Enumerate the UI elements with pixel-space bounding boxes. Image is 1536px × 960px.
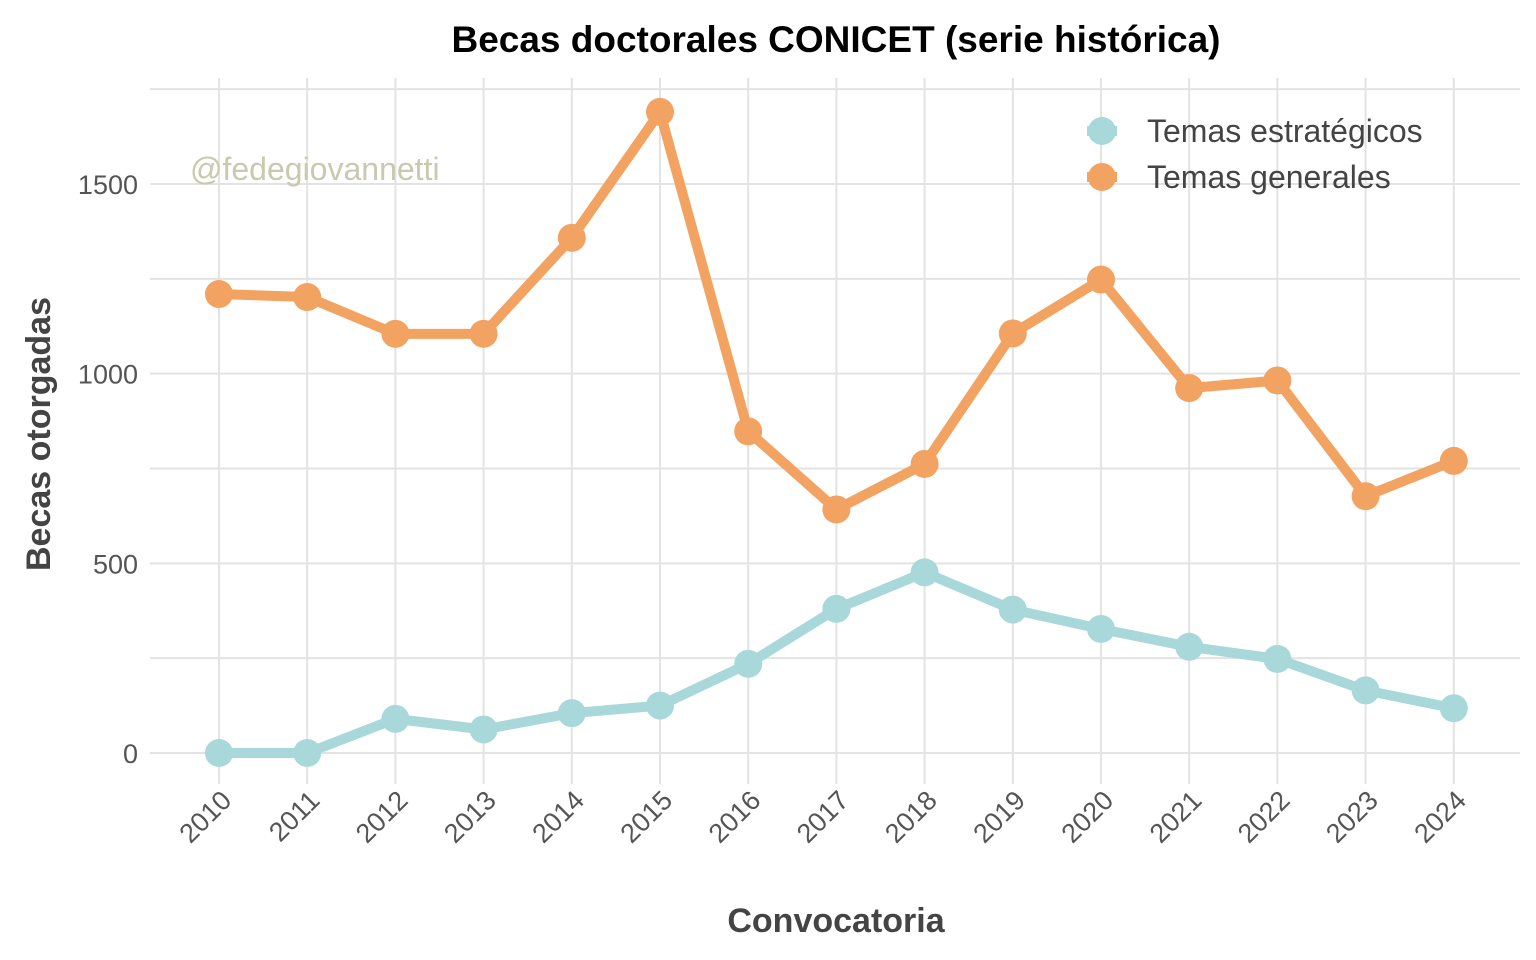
data-point xyxy=(1439,694,1468,723)
x-tick-label: 2011 xyxy=(263,785,325,847)
data-point xyxy=(734,649,763,678)
y-tick-label: 0 xyxy=(123,739,138,769)
y-axis-title: Becas otorgadas xyxy=(20,297,58,571)
chart-title: Becas doctorales CONICET (serie históric… xyxy=(451,19,1220,60)
data-point xyxy=(1263,366,1292,395)
x-tick-label: 2021 xyxy=(1144,785,1208,849)
legend-key-point xyxy=(1088,117,1116,145)
x-tick-label: 2023 xyxy=(1320,785,1384,849)
x-tick-label: 2016 xyxy=(703,785,767,849)
data-point xyxy=(910,449,939,478)
watermark: @fedegiovannetti xyxy=(190,151,440,187)
data-point xyxy=(1087,614,1115,643)
series-temas-generales xyxy=(205,97,1468,524)
x-tick-label: 2022 xyxy=(1232,785,1296,849)
grid-layer xyxy=(150,78,1520,784)
data-point xyxy=(557,699,586,728)
x-tick-label: 2020 xyxy=(1056,785,1120,849)
x-axis-title: Convocatoria xyxy=(727,902,945,940)
data-point xyxy=(822,495,851,524)
x-tick-label: 2012 xyxy=(350,785,414,849)
legend-item: Temas estratégicos xyxy=(1087,113,1423,149)
data-point xyxy=(381,319,410,348)
x-tick-label: 2013 xyxy=(438,785,502,849)
data-point xyxy=(293,739,322,767)
data-point xyxy=(469,715,498,744)
x-tick-label: 2014 xyxy=(526,785,590,849)
x-tick-label: 2017 xyxy=(791,785,855,849)
data-point xyxy=(1439,446,1468,475)
y-tick-label: 500 xyxy=(93,549,138,579)
y-tick-label: 1000 xyxy=(78,360,138,390)
data-point xyxy=(205,739,233,767)
legend-label: Temas generales xyxy=(1147,159,1391,195)
legend-item: Temas generales xyxy=(1087,159,1391,195)
series-temas-estrategicos xyxy=(205,558,1468,767)
data-point xyxy=(1263,644,1292,673)
data-point xyxy=(646,691,674,720)
data-point xyxy=(469,319,498,348)
x-tick-label: 2018 xyxy=(879,785,943,849)
data-point xyxy=(998,319,1027,348)
data-point xyxy=(1351,482,1380,511)
series-layer xyxy=(205,97,1468,767)
y-tick-label: 1500 xyxy=(78,170,138,200)
data-point xyxy=(822,594,851,623)
x-tick-label: 2010 xyxy=(174,785,238,849)
x-tick-label: 2019 xyxy=(967,785,1031,849)
legend: Temas estratégicos Temas generales xyxy=(1087,113,1423,195)
y-axis-ticks: 0 500 1000 1500 xyxy=(78,170,138,769)
data-point xyxy=(1175,632,1204,661)
data-point xyxy=(910,558,939,587)
x-tick-label: 2024 xyxy=(1408,785,1472,849)
data-point xyxy=(1351,676,1380,705)
data-point xyxy=(1175,374,1204,403)
data-point xyxy=(1087,265,1115,294)
legend-key-point xyxy=(1088,163,1116,191)
legend-label: Temas estratégicos xyxy=(1147,113,1423,149)
data-point xyxy=(205,280,233,309)
data-point xyxy=(381,704,410,733)
data-point xyxy=(293,283,322,312)
x-tick-label: 2015 xyxy=(615,785,679,849)
data-point xyxy=(646,97,674,126)
data-point xyxy=(734,417,763,446)
data-point xyxy=(998,595,1027,624)
x-axis-ticks: 2010 2011 2012 2013 2014 2015 2016 2017 2018 2019… xyxy=(174,785,1472,849)
data-point xyxy=(557,223,586,252)
